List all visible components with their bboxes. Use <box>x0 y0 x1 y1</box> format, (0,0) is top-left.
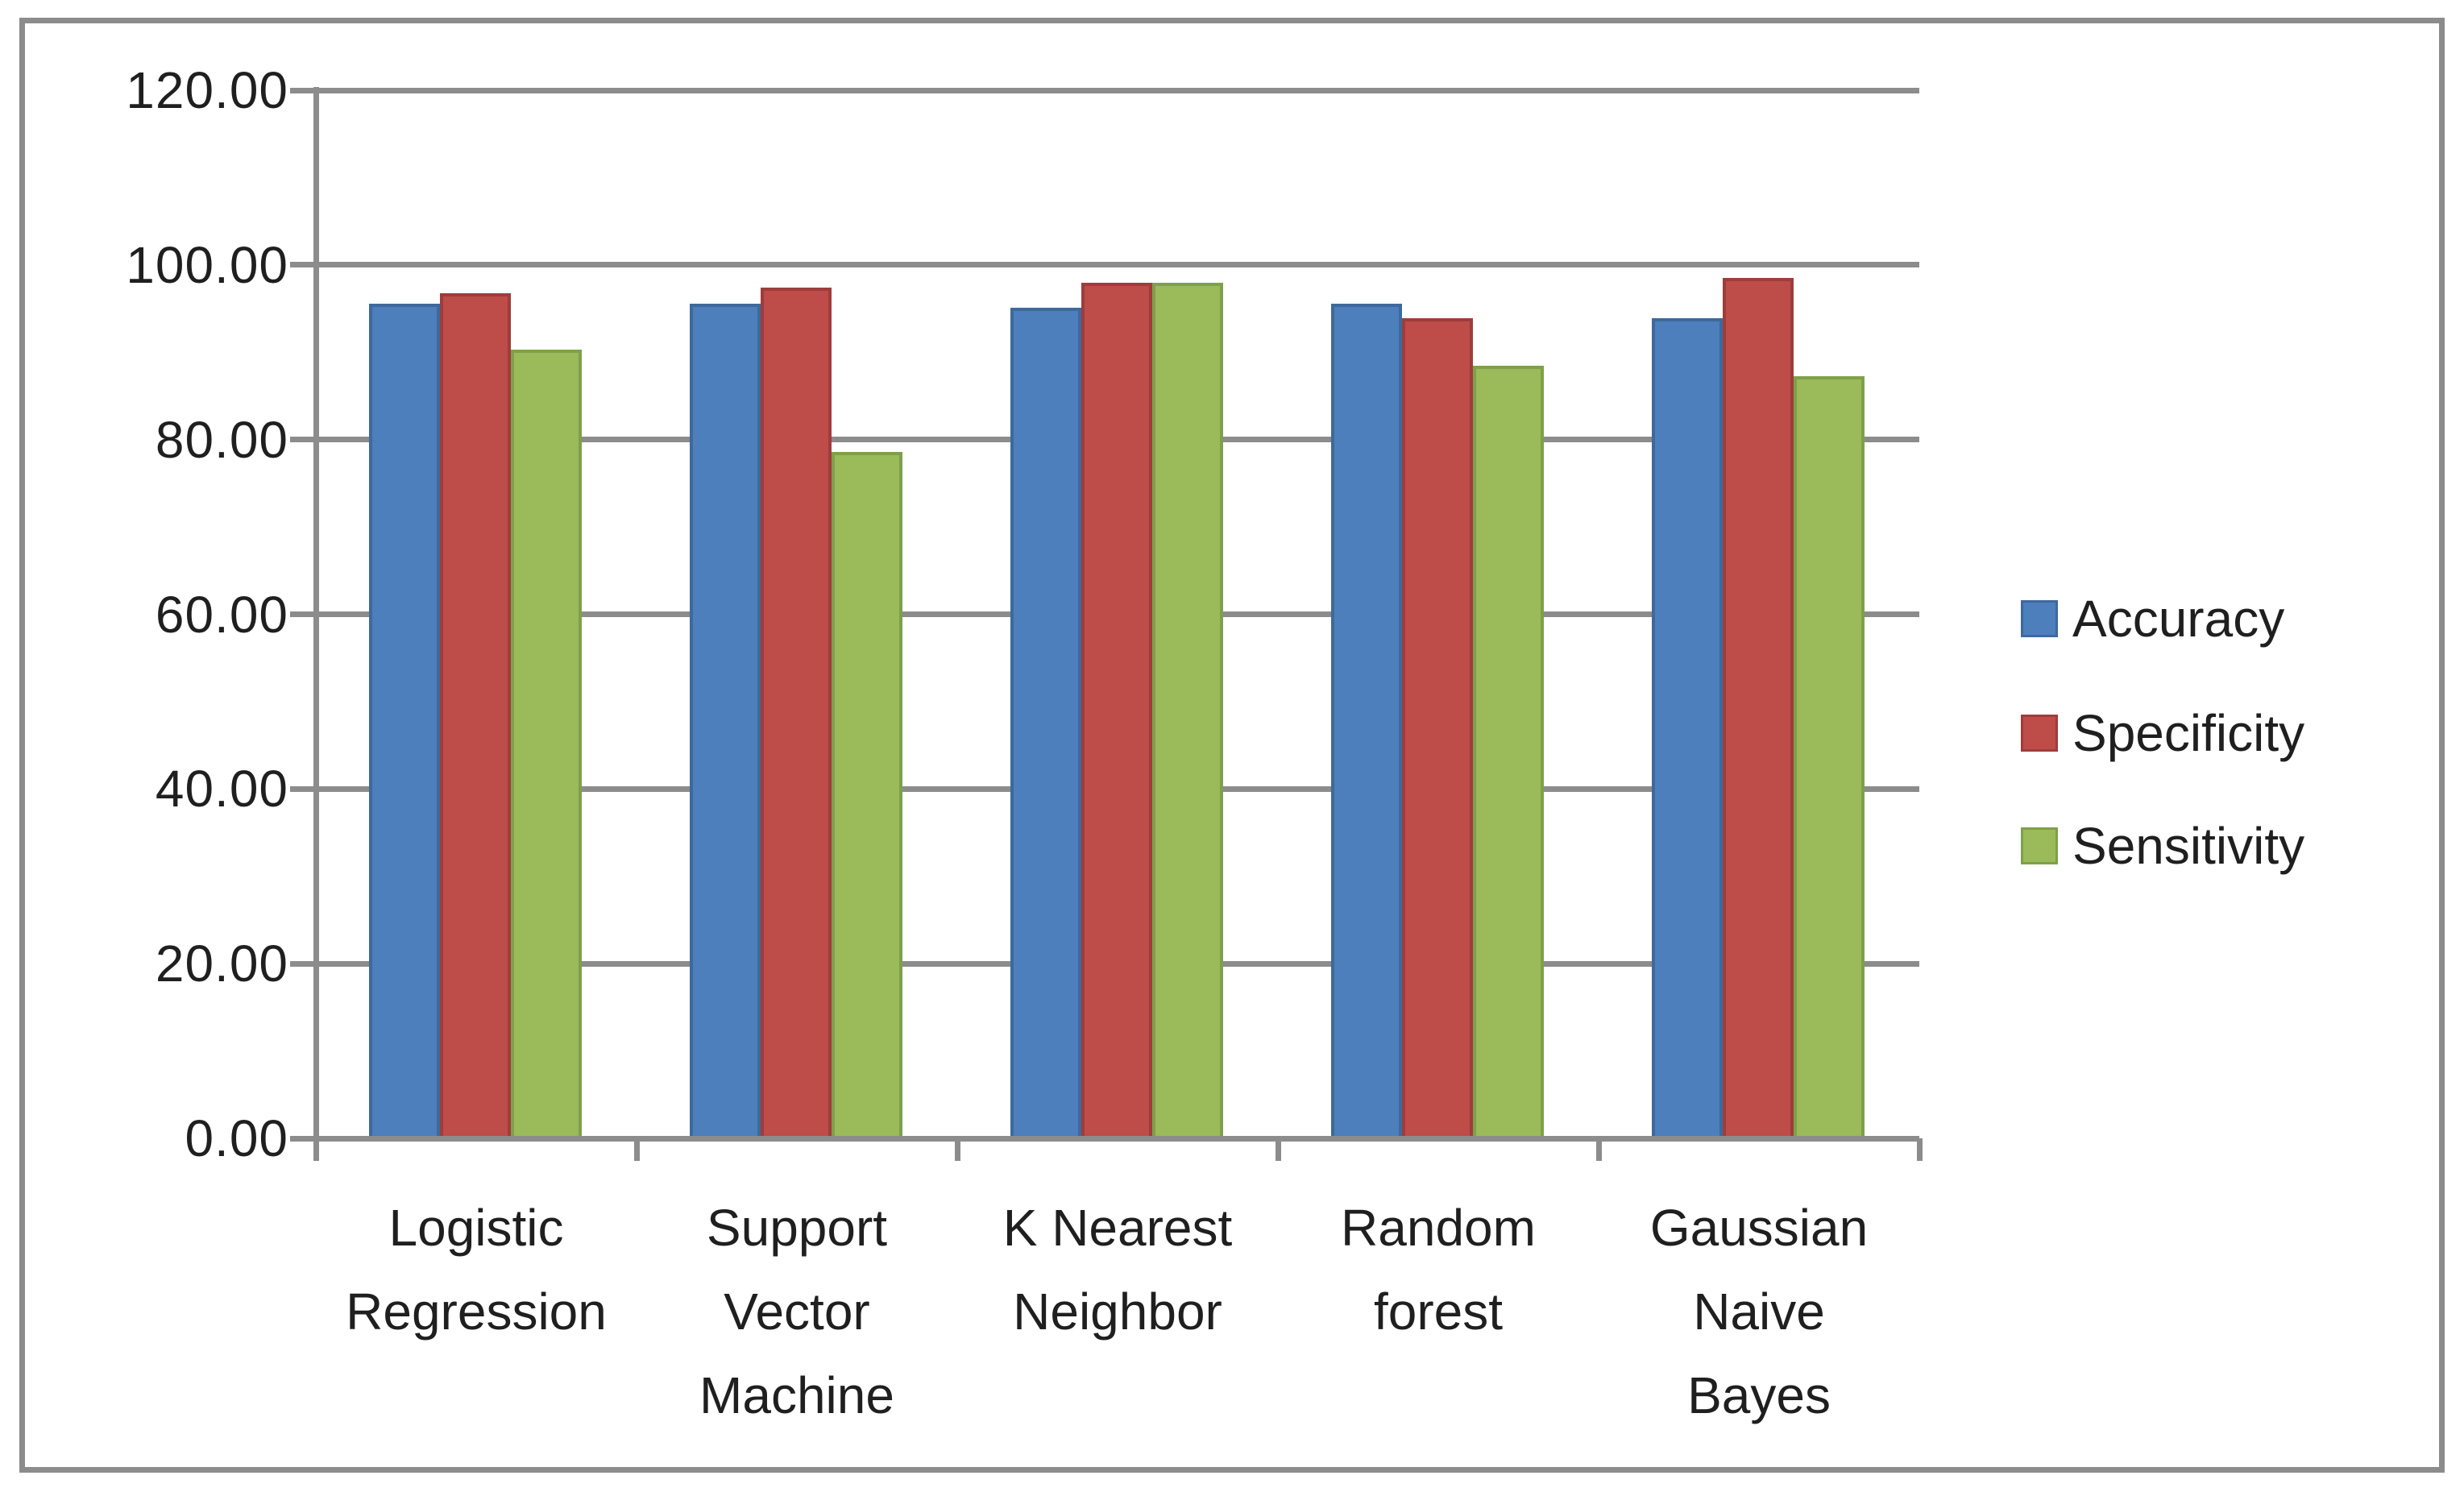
gridline-100 <box>316 262 1919 267</box>
y-axis-tick-40 <box>290 786 316 792</box>
legend-swatch-sensitivity <box>2021 827 2058 864</box>
legend-label-sensitivity: Sensitivity <box>2072 817 2305 875</box>
x-axis-tick-1 <box>634 1138 640 1161</box>
x-axis-line <box>290 1136 1919 1142</box>
bar-specificity-0 <box>440 293 511 1138</box>
x-axis-tick-3 <box>1276 1138 1281 1161</box>
legend-label-accuracy: Accuracy <box>2072 590 2285 648</box>
legend-swatch-specificity <box>2021 715 2058 752</box>
bar-accuracy-1 <box>690 304 761 1138</box>
x-axis-category-label: K Nearest Neighbor <box>1002 1199 1233 1341</box>
x-axis-category-label: Gaussian Naive Bayes <box>1649 1199 1869 1424</box>
bar-accuracy-4 <box>1652 318 1723 1138</box>
legend-swatch-accuracy <box>2021 600 2058 637</box>
legend-label-specificity: Specificity <box>2072 704 2305 762</box>
x-axis-category-label: Support Vector Machine <box>699 1199 894 1424</box>
x-axis-tick-0 <box>313 1138 319 1161</box>
y-axis-line <box>313 87 319 1158</box>
bar-sensitivity-4 <box>1794 376 1865 1138</box>
y-axis-label: 60.00 <box>155 586 288 644</box>
x-axis-category-label: Logistic Regression <box>346 1199 607 1341</box>
y-axis-label: 80.00 <box>155 411 288 469</box>
bar-specificity-4 <box>1723 278 1794 1138</box>
y-axis-label: 0.00 <box>185 1109 288 1167</box>
y-axis-label: 20.00 <box>155 935 288 993</box>
bar-accuracy-3 <box>1331 304 1402 1138</box>
y-axis-tick-80 <box>290 437 316 442</box>
bar-specificity-2 <box>1081 283 1152 1138</box>
bar-accuracy-2 <box>1010 308 1081 1138</box>
x-axis-category-label: Random forest <box>1341 1199 1536 1341</box>
x-axis-tick-2 <box>955 1138 960 1161</box>
bar-accuracy-0 <box>369 304 440 1138</box>
bar-sensitivity-3 <box>1473 366 1544 1138</box>
bar-specificity-3 <box>1402 318 1473 1138</box>
bar-sensitivity-1 <box>832 452 902 1138</box>
y-axis-label: 100.00 <box>126 236 288 294</box>
y-axis-tick-120 <box>290 88 316 93</box>
y-axis-label: 40.00 <box>155 760 288 818</box>
bar-specificity-1 <box>761 288 832 1138</box>
bar-sensitivity-0 <box>511 350 582 1138</box>
y-axis-tick-100 <box>290 262 316 267</box>
gridline-120 <box>316 88 1919 93</box>
y-axis-tick-60 <box>290 611 316 617</box>
x-axis-tick-5 <box>1917 1138 1923 1161</box>
x-axis-tick-4 <box>1596 1138 1602 1161</box>
y-axis-tick-20 <box>290 961 316 967</box>
bar-sensitivity-2 <box>1152 283 1223 1138</box>
y-axis-label: 120.00 <box>126 61 288 119</box>
